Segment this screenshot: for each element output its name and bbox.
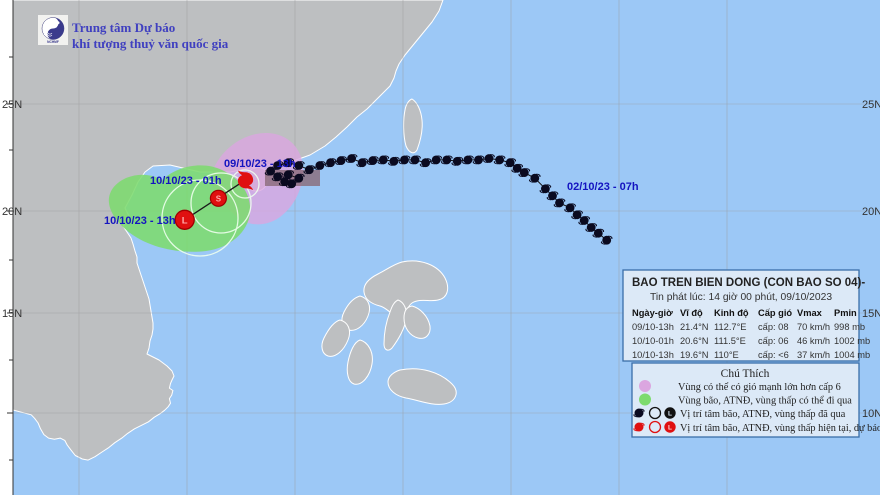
svg-text:10/10-01h: 10/10-01h [632, 336, 674, 346]
svg-text:111.5°E: 111.5°E [714, 336, 746, 346]
svg-text:cấp: 06: cấp: 06 [758, 336, 789, 346]
svg-text:20N: 20N [862, 206, 880, 218]
svg-text:Cấp gió: Cấp gió [758, 308, 792, 318]
svg-text:21.4°N: 21.4°N [680, 322, 709, 332]
svg-text:BAO TREN BIEN DONG (CON BAO SO: BAO TREN BIEN DONG (CON BAO SO 04)- [632, 277, 865, 289]
svg-text:998 mb: 998 mb [834, 322, 865, 332]
svg-text:70 km/h: 70 km/h [797, 322, 830, 332]
svg-text:L: L [182, 215, 188, 226]
svg-text:Vùng có thể có gió mạnh lớn hơ: Vùng có thể có gió mạnh lớn hơn cấp 6 [678, 382, 841, 393]
svg-text:Vị trí tâm bão, ATNĐ, vùng thấ: Vị trí tâm bão, ATNĐ, vùng thấp đã qua [680, 409, 846, 420]
svg-text:Vùng bão, ATNĐ, vùng thấp có t: Vùng bão, ATNĐ, vùng thấp có thể đi qua [678, 396, 852, 407]
svg-text:1002 mb: 1002 mb [834, 336, 870, 346]
svg-text:15N: 15N [862, 308, 880, 320]
svg-text:S: S [216, 194, 222, 203]
svg-text:1004 mb: 1004 mb [834, 350, 870, 360]
svg-text:Ngày-giờ: Ngày-giờ [632, 308, 673, 318]
svg-text:cấp: 08: cấp: 08 [758, 322, 789, 332]
svg-text:09/10-13h: 09/10-13h [632, 322, 674, 332]
svg-text:19.6°N: 19.6°N [680, 350, 709, 360]
svg-text:Vị trí tâm bão, ATNĐ, vùng thấ: Vị trí tâm bão, ATNĐ, vùng thấp hiện tại… [680, 423, 880, 434]
svg-text:L: L [668, 411, 672, 418]
svg-text:15N: 15N [2, 308, 22, 320]
svg-text:02/10/23 - 07h: 02/10/23 - 07h [567, 181, 639, 193]
svg-text:10/10/23 - 01h: 10/10/23 - 01h [150, 175, 222, 187]
svg-text:Trung tâm Dự báo: Trung tâm Dự báo [72, 20, 175, 35]
svg-text:NCHMF: NCHMF [47, 40, 59, 44]
svg-text:Tin phát lúc: 14 giờ 00 phút,: Tin phát lúc: 14 giờ 00 phút, 09/10/2023 [650, 292, 832, 303]
svg-text:20.6°N: 20.6°N [680, 336, 709, 346]
svg-text:L: L [668, 425, 672, 432]
svg-text:Vĩ độ: Vĩ độ [680, 308, 703, 318]
svg-text:cấp: <6: cấp: <6 [758, 350, 789, 360]
svg-text:10/10-13h: 10/10-13h [632, 350, 674, 360]
svg-text:25N: 25N [2, 99, 22, 111]
svg-text:khí tượng thuỷ văn quốc gia: khí tượng thuỷ văn quốc gia [72, 36, 229, 51]
svg-text:25N: 25N [862, 99, 880, 111]
svg-text:10/10/23 - 13h: 10/10/23 - 13h [104, 215, 176, 227]
svg-text:110°E: 110°E [714, 350, 739, 360]
svg-text:20N: 20N [2, 206, 22, 218]
svg-text:09/10/23 - 13h: 09/10/23 - 13h [224, 158, 296, 170]
svg-text:Kinh độ: Kinh độ [714, 308, 749, 318]
svg-text:37 km/h: 37 km/h [797, 350, 830, 360]
svg-text:Chú Thích: Chú Thích [721, 368, 770, 380]
svg-text:Vmax: Vmax [797, 308, 823, 318]
svg-text:Pmin: Pmin [834, 308, 857, 318]
svg-text:46 km/h: 46 km/h [797, 336, 830, 346]
svg-text:10N: 10N [862, 408, 880, 420]
svg-text:112.7°E: 112.7°E [714, 322, 747, 332]
